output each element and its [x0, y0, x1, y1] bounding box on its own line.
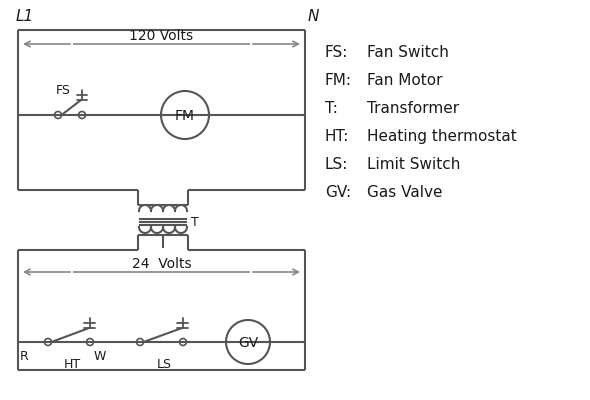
- Text: T: T: [191, 216, 199, 228]
- Text: FM:: FM:: [325, 73, 352, 88]
- Text: GV: GV: [238, 336, 258, 350]
- Text: HT:: HT:: [325, 129, 349, 144]
- Text: FM: FM: [175, 109, 195, 123]
- Text: W: W: [94, 350, 106, 363]
- Text: T:: T:: [325, 101, 338, 116]
- Text: FS:: FS:: [325, 45, 348, 60]
- Text: L1: L1: [16, 9, 34, 24]
- Text: Gas Valve: Gas Valve: [367, 185, 442, 200]
- Text: HT: HT: [64, 358, 81, 371]
- Text: Transformer: Transformer: [367, 101, 459, 116]
- Text: R: R: [20, 350, 29, 363]
- Text: Limit Switch: Limit Switch: [367, 157, 460, 172]
- Text: GV:: GV:: [325, 185, 351, 200]
- Text: 24  Volts: 24 Volts: [132, 257, 191, 271]
- Text: Fan Motor: Fan Motor: [367, 73, 442, 88]
- Text: Heating thermostat: Heating thermostat: [367, 129, 517, 144]
- Text: 120 Volts: 120 Volts: [129, 29, 194, 43]
- Text: N: N: [308, 9, 319, 24]
- Text: LS: LS: [156, 358, 172, 371]
- Text: FS: FS: [56, 84, 71, 97]
- Text: Fan Switch: Fan Switch: [367, 45, 449, 60]
- Text: LS:: LS:: [325, 157, 348, 172]
